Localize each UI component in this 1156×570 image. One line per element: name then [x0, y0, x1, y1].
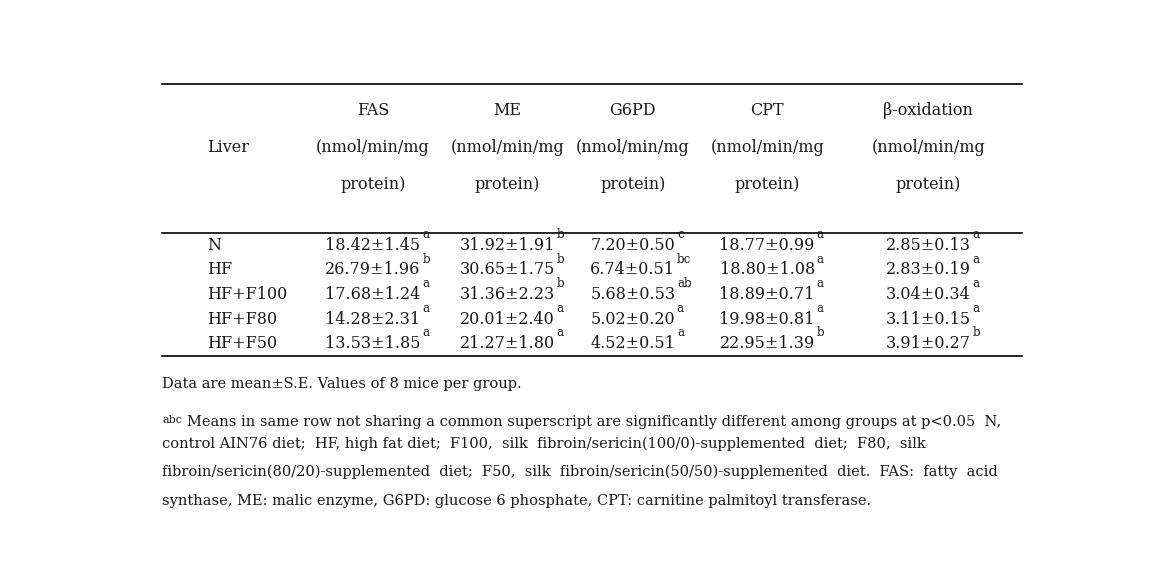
Text: 3.91±0.27: 3.91±0.27 [885, 335, 971, 352]
Text: N: N [207, 237, 221, 254]
Text: a: a [677, 302, 684, 315]
Text: a: a [972, 228, 979, 241]
Text: a: a [972, 277, 979, 290]
Text: HF+F80: HF+F80 [207, 311, 277, 328]
Text: 18.89±0.71: 18.89±0.71 [719, 286, 815, 303]
Text: 31.36±2.23: 31.36±2.23 [460, 286, 555, 303]
Text: a: a [972, 253, 979, 266]
Text: bc: bc [677, 253, 691, 266]
Text: fibroin/sericin(80/20)-supplemented  diet;  F50,  silk  fibroin/sericin(50/50)-s: fibroin/sericin(80/20)-supplemented diet… [162, 465, 998, 479]
Text: a: a [972, 302, 980, 315]
Text: b: b [557, 228, 564, 241]
Text: protein): protein) [475, 176, 540, 193]
Text: 18.42±1.45: 18.42±1.45 [325, 237, 421, 254]
Text: a: a [556, 302, 563, 315]
Text: FAS: FAS [357, 101, 390, 119]
Text: a: a [557, 327, 564, 339]
Text: 14.28±2.31: 14.28±2.31 [325, 311, 421, 328]
Text: 13.53±1.85: 13.53±1.85 [325, 335, 421, 352]
Text: ab: ab [677, 277, 691, 290]
Text: (nmol/min/mg: (nmol/min/mg [316, 139, 430, 156]
Text: protein): protein) [600, 176, 666, 193]
Text: 3.04±0.34: 3.04±0.34 [885, 286, 971, 303]
Text: 22.95±1.39: 22.95±1.39 [719, 335, 815, 352]
Text: β-oxidation: β-oxidation [883, 101, 973, 119]
Text: b: b [972, 327, 980, 339]
Text: a: a [677, 327, 684, 339]
Text: 18.80±1.08: 18.80±1.08 [719, 262, 815, 278]
Text: HF+F50: HF+F50 [207, 335, 277, 352]
Text: 17.68±1.24: 17.68±1.24 [325, 286, 421, 303]
Text: abc: abc [162, 415, 183, 425]
Text: 6.74±0.51: 6.74±0.51 [591, 262, 675, 278]
Text: 30.65±1.75: 30.65±1.75 [460, 262, 555, 278]
Text: a: a [422, 327, 430, 339]
Text: (nmol/min/mg: (nmol/min/mg [710, 139, 824, 156]
Text: 19.98±0.81: 19.98±0.81 [719, 311, 815, 328]
Text: b: b [422, 253, 430, 266]
Text: 21.27±1.80: 21.27±1.80 [460, 335, 555, 352]
Text: synthase, ME: malic enzyme, G6PD: glucose 6 phosphate, CPT: carnitine palmitoyl : synthase, ME: malic enzyme, G6PD: glucos… [162, 494, 872, 508]
Text: 26.79±1.96: 26.79±1.96 [325, 262, 421, 278]
Text: protein): protein) [896, 176, 961, 193]
Text: 7.20±0.50: 7.20±0.50 [591, 237, 675, 254]
Text: (nmol/min/mg: (nmol/min/mg [872, 139, 985, 156]
Text: 2.85±0.13: 2.85±0.13 [885, 237, 971, 254]
Text: c: c [677, 228, 683, 241]
Text: a: a [816, 302, 823, 315]
Text: a: a [422, 228, 429, 241]
Text: control AIN76 diet;  HF, high fat diet;  F100,  silk  fibroin/sericin(100/0)-sup: control AIN76 diet; HF, high fat diet; F… [162, 437, 926, 451]
Text: (nmol/min/mg: (nmol/min/mg [576, 139, 690, 156]
Text: protein): protein) [734, 176, 800, 193]
Text: a: a [816, 253, 823, 266]
Text: 18.77±0.99: 18.77±0.99 [719, 237, 815, 254]
Text: a: a [816, 228, 823, 241]
Text: 5.68±0.53: 5.68±0.53 [591, 286, 675, 303]
Text: protein): protein) [340, 176, 406, 193]
Text: a: a [422, 302, 429, 315]
Text: 31.92±1.91: 31.92±1.91 [460, 237, 555, 254]
Text: HF: HF [207, 262, 232, 278]
Text: b: b [816, 327, 824, 339]
Text: 3.11±0.15: 3.11±0.15 [885, 311, 971, 328]
Text: HF+F100: HF+F100 [207, 286, 288, 303]
Text: a: a [816, 277, 823, 290]
Text: 2.83±0.19: 2.83±0.19 [885, 262, 971, 278]
Text: 4.52±0.51: 4.52±0.51 [591, 335, 675, 352]
Text: b: b [557, 277, 564, 290]
Text: 20.01±2.40: 20.01±2.40 [460, 311, 555, 328]
Text: Liver: Liver [207, 139, 250, 156]
Text: CPT: CPT [750, 101, 784, 119]
Text: (nmol/min/mg: (nmol/min/mg [451, 139, 564, 156]
Text: G6PD: G6PD [609, 101, 655, 119]
Text: Data are mean±S.E. Values of 8 mice per group.: Data are mean±S.E. Values of 8 mice per … [162, 377, 523, 392]
Text: a: a [422, 277, 429, 290]
Text: ME: ME [494, 101, 521, 119]
Text: Means in same row not sharing a common superscript are significantly different a: Means in same row not sharing a common s… [187, 415, 1001, 429]
Text: 5.02±0.20: 5.02±0.20 [591, 311, 675, 328]
Text: b: b [557, 253, 564, 266]
